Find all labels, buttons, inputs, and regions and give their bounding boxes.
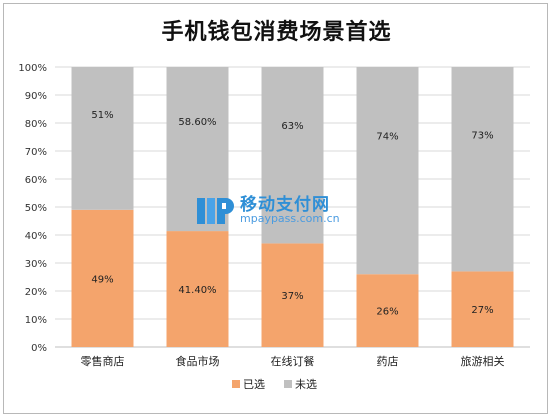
data-label: 63% <box>281 121 303 132</box>
legend-label: 已选 <box>243 378 265 391</box>
y-tick-label: 90% <box>25 91 47 102</box>
chart-title: 手机钱包消费场景首选 <box>161 19 392 45</box>
bar-unselected <box>71 67 134 210</box>
bar-selected <box>451 271 514 347</box>
watermark-en-text: mpaypass.com.cn <box>240 212 340 225</box>
bar-selected <box>356 274 419 347</box>
legend-swatch <box>232 380 240 388</box>
y-tick-label: 30% <box>25 259 47 270</box>
bar-selected <box>261 243 324 347</box>
data-label: 73% <box>471 130 493 141</box>
x-tick-label: 零售商店 <box>81 354 125 368</box>
watermark-cn-text: 移动支付网 <box>240 195 330 215</box>
x-tick-label: 旅游相关 <box>461 354 505 368</box>
bar-selected <box>71 209 134 347</box>
y-tick-label: 60% <box>25 175 47 186</box>
y-tick-label: 10% <box>25 315 47 326</box>
y-tick-label: 50% <box>25 203 47 214</box>
y-tick-label: 0% <box>31 343 47 354</box>
data-label: 37% <box>281 291 303 302</box>
bar-unselected <box>356 67 419 275</box>
data-label: 74% <box>376 131 398 142</box>
bar-selected <box>166 231 229 347</box>
data-label: 27% <box>471 305 493 316</box>
y-tick-label: 20% <box>25 287 47 298</box>
mpaypass-logo-icon <box>197 198 234 224</box>
data-label: 51% <box>91 110 113 121</box>
data-label: 49% <box>91 274 113 285</box>
data-label: 58.60% <box>178 117 216 128</box>
legend-swatch <box>284 380 292 388</box>
y-tick-label: 100% <box>18 63 47 74</box>
x-tick-label: 食品市场 <box>176 354 220 368</box>
y-tick-label: 70% <box>25 147 47 158</box>
legend-label: 未选 <box>295 378 317 391</box>
bar-unselected <box>261 67 324 244</box>
watermark: 移动支付网 mpaypass.com.cn <box>196 190 366 230</box>
y-tick-label: 80% <box>25 119 47 130</box>
x-tick-label: 药店 <box>377 354 399 368</box>
bar-unselected <box>451 67 514 272</box>
data-label: 26% <box>376 307 398 318</box>
data-label: 41.40% <box>178 285 216 296</box>
y-tick-label: 40% <box>25 231 47 242</box>
x-tick-label: 在线订餐 <box>271 354 315 368</box>
